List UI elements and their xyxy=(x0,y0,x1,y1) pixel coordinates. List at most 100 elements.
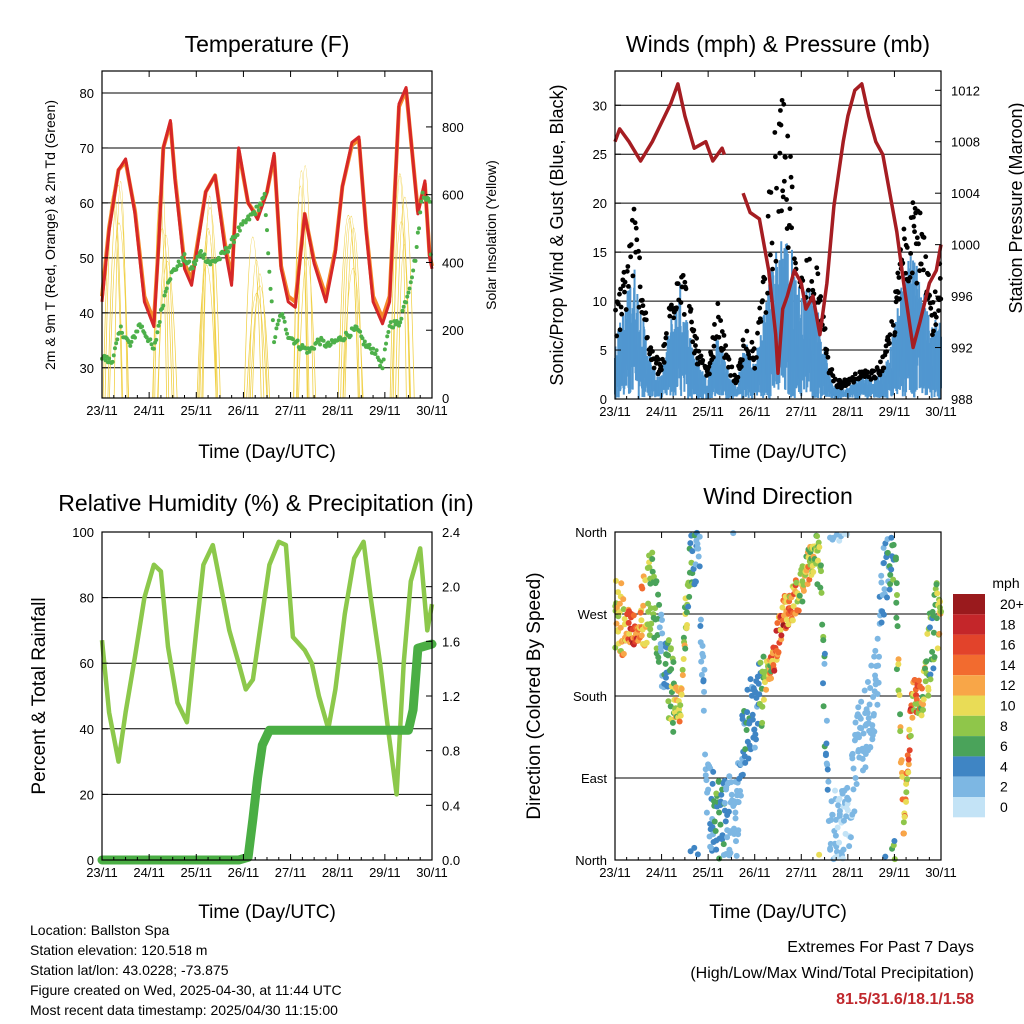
wind-gust-point xyxy=(734,378,740,384)
winds-right-tick-label: 1012 xyxy=(951,83,980,98)
wind-gust-point xyxy=(825,354,831,360)
wind-gust-point xyxy=(617,327,623,333)
direction-point xyxy=(903,789,910,796)
direction-point xyxy=(824,766,831,773)
direction-point xyxy=(888,534,895,541)
direction-point xyxy=(896,691,903,698)
direction-point xyxy=(737,792,744,799)
humidity-x-tick-label: 27/11 xyxy=(275,865,307,880)
extremes-box: Extremes For Past 7 Days (High/Low/Max W… xyxy=(690,935,974,1013)
speed-legend-label: 18 xyxy=(1000,616,1016,632)
temperature-x-tick-label: 29/11 xyxy=(369,403,401,418)
dewpoint-point xyxy=(168,277,173,282)
speed-legend-label: 8 xyxy=(1000,718,1008,734)
wind-gust-point xyxy=(789,225,794,231)
dewpoint-point xyxy=(373,351,378,356)
winds-left-tick-label: 5 xyxy=(600,343,607,358)
speed-legend-label: 16 xyxy=(1000,637,1016,653)
wind-gust-point xyxy=(789,184,795,190)
wind-gust-point xyxy=(751,346,757,352)
direction-point xyxy=(685,603,692,610)
dewpoint-point xyxy=(237,228,242,233)
dewpoint-point xyxy=(178,263,183,268)
wind-gust-point xyxy=(904,245,910,250)
dewpoint-point xyxy=(384,341,389,346)
direction-point xyxy=(654,631,661,638)
temperature-x-tick-label: 26/11 xyxy=(228,403,260,418)
direction-point xyxy=(867,744,874,751)
speed-legend-swatch xyxy=(953,756,985,777)
direction-point xyxy=(702,751,709,758)
wind-gust-point xyxy=(912,229,917,235)
direction-point xyxy=(887,571,894,578)
direction-left-tick-label: West xyxy=(578,607,608,622)
dewpoint-point xyxy=(120,330,125,335)
wind-gust-point xyxy=(634,237,640,243)
direction-point xyxy=(719,832,726,839)
wind-gust-point xyxy=(768,190,774,195)
dewpoint-point xyxy=(115,337,120,342)
direction-point xyxy=(643,639,650,646)
dewpoint-point xyxy=(388,320,393,325)
dewpoint-point xyxy=(407,286,412,291)
direction-point xyxy=(884,594,891,601)
dewpoint-point xyxy=(282,319,287,324)
direction-point xyxy=(875,662,882,669)
speed-legend-swatch xyxy=(953,715,985,737)
direction-point xyxy=(819,621,826,628)
direction-point xyxy=(888,566,895,573)
wind-gust-point xyxy=(886,340,892,346)
wind-gust-point xyxy=(719,329,725,334)
direction-point xyxy=(692,578,699,585)
direction-point xyxy=(620,606,627,613)
direction-left-tick-label: South xyxy=(573,689,607,704)
direction-point xyxy=(639,585,646,592)
direction-point xyxy=(745,755,752,762)
winds-left-tick-label: 10 xyxy=(593,294,607,309)
dewpoint-point xyxy=(415,230,420,235)
direction-point xyxy=(897,728,904,735)
dewpoint-point xyxy=(208,262,213,267)
direction-point xyxy=(903,780,910,787)
temperature-9m-line xyxy=(100,88,434,324)
direction-point xyxy=(934,645,941,652)
direction-point xyxy=(700,677,707,684)
wind-gust-point xyxy=(617,291,622,297)
wind-gust-point xyxy=(778,122,784,128)
direction-point xyxy=(648,620,655,627)
wind-gust-point xyxy=(770,266,775,272)
direction-point xyxy=(732,838,739,845)
wind-gust-point xyxy=(868,376,874,382)
direction-point xyxy=(725,808,732,815)
wind-gust-point xyxy=(622,289,627,295)
direction-point xyxy=(840,846,847,853)
direction-point xyxy=(647,626,654,633)
direction-point xyxy=(874,701,881,708)
wind-gust-point xyxy=(626,283,631,289)
wind-gust-point xyxy=(878,359,883,365)
direction-point xyxy=(768,675,775,682)
humidity-x-tick-label: 23/11 xyxy=(86,865,118,880)
dewpoint-point xyxy=(155,330,160,335)
wind-gust-point xyxy=(637,284,643,290)
wind-gust-point xyxy=(760,298,765,304)
direction-point xyxy=(814,557,821,564)
direction-point xyxy=(649,568,656,575)
dewpoint-point xyxy=(272,340,277,345)
humidity-ylabel-left: Percent & Total Rainfall xyxy=(29,597,50,794)
solar-insolation-line xyxy=(246,293,268,399)
humidity-x-tick-label: 30/11 xyxy=(416,865,448,880)
winds-x-tick-label: 26/11 xyxy=(739,404,771,419)
speed-legend-swatch xyxy=(953,797,985,818)
direction-point xyxy=(846,843,853,850)
dewpoint-point xyxy=(312,346,317,351)
wind-gust-point xyxy=(620,283,626,289)
wind-gust-point xyxy=(908,251,914,256)
dewpoint-point xyxy=(386,330,391,335)
direction-point xyxy=(657,648,664,655)
direction-ylabel-left: Direction (Colored By Speed) xyxy=(524,572,545,819)
wind-gust-point xyxy=(916,241,921,247)
temperature-left-tick-label: 50 xyxy=(80,251,94,266)
solar-insolation-line xyxy=(198,228,219,399)
direction-point xyxy=(621,615,628,622)
